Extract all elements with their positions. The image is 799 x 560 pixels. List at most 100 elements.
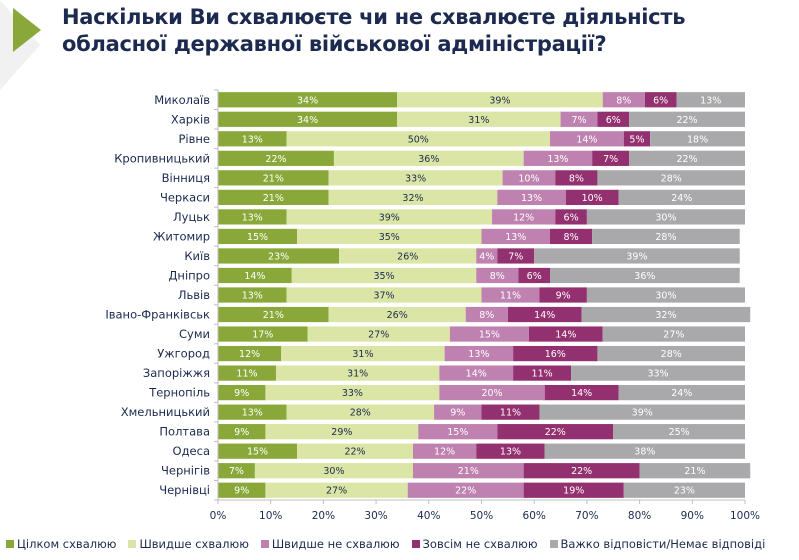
data-label: 13% (242, 212, 263, 223)
bar-segment (544, 443, 745, 459)
data-label: 39% (379, 212, 400, 223)
legend-label: Швидше схвалюю (139, 537, 249, 551)
data-label: 7% (508, 251, 523, 262)
bar-segment (586, 209, 745, 225)
bar-segment (497, 248, 535, 264)
data-label: 13% (242, 291, 263, 302)
data-label: 22% (571, 466, 592, 477)
bar-segment (412, 443, 477, 459)
bar-segment (328, 306, 466, 323)
bar-segment (571, 365, 745, 381)
bar-segment (497, 424, 614, 440)
legend-swatch-icon (549, 540, 558, 548)
category-label: Ужгород (157, 347, 210, 361)
bar-segment (297, 228, 482, 245)
bar-segment (550, 267, 740, 284)
chart-title: Наскільки Ви схвалюєте чи не схвалюєте д… (62, 4, 782, 58)
data-label: 14% (576, 134, 597, 145)
bar-segment (592, 150, 630, 166)
bar-segment (650, 131, 745, 147)
bar-segment (407, 482, 524, 498)
bar-segment (218, 150, 334, 166)
bar-segment (218, 131, 287, 147)
data-label: 24% (671, 193, 692, 204)
bar-segment (218, 209, 287, 225)
category-label: Запоріжжя (143, 366, 210, 380)
data-label: 22% (545, 427, 566, 438)
bar-segment (476, 443, 545, 459)
legend-swatch-icon (411, 540, 420, 548)
data-label: 8% (490, 271, 505, 282)
data-label: 50% (408, 134, 429, 145)
bar-segment (592, 228, 740, 245)
bar-segment (434, 404, 482, 420)
category-label: Суми (179, 327, 210, 341)
bar-segment (218, 248, 340, 264)
data-label: 18% (687, 134, 708, 145)
category-label: Луцьк (173, 210, 210, 224)
legend-item: Швидше не схвалюю (260, 537, 400, 551)
x-tick-label: 20% (312, 510, 335, 522)
bar-segment (254, 463, 413, 479)
bar-segment (333, 150, 524, 166)
data-label: 10% (582, 193, 603, 204)
data-label: 9% (234, 427, 249, 438)
category-label: Харків (171, 112, 210, 126)
data-label: 14% (466, 369, 487, 380)
bar-segment (218, 463, 255, 479)
data-label: 15% (479, 330, 500, 341)
data-label: 30% (655, 212, 676, 223)
legend-swatch-icon (128, 540, 137, 548)
bar-segment (286, 404, 435, 420)
x-tick-label: 50% (470, 510, 493, 522)
data-label: 6% (527, 271, 542, 282)
bar-segment (218, 306, 329, 323)
bar-segment (502, 170, 556, 186)
data-label: 13% (547, 154, 568, 165)
category-label: Чернігів (161, 464, 210, 478)
x-tick-label: 100% (730, 510, 760, 522)
data-label: 27% (368, 330, 389, 341)
bar-segment (618, 385, 745, 401)
x-tick-label: 30% (364, 510, 387, 522)
bar-segment (218, 443, 298, 459)
bar-segment (286, 287, 482, 303)
category-label: Дніпро (168, 268, 210, 282)
bar-segment (439, 385, 545, 401)
x-tick-label: 60% (523, 510, 546, 522)
data-label: 39% (632, 408, 653, 419)
data-label: 7% (229, 466, 244, 477)
bar-segment (481, 287, 540, 303)
bar-segment (265, 482, 408, 498)
title-line-2: обласної державної військової адміністра… (62, 32, 607, 56)
bar-segment (644, 92, 677, 108)
legend-label: Цілком схвалюю (17, 537, 117, 551)
x-tick-label: 90% (681, 510, 704, 522)
data-label: 31% (468, 115, 489, 126)
category-label: Миколаїв (154, 93, 210, 107)
chart-legend: Цілком схвалюю Швидше схвалюю Швидше не сх… (6, 537, 765, 551)
data-label: 39% (489, 95, 510, 106)
legend-label: Швидше не схвалюю (271, 537, 400, 551)
bar-segment (286, 209, 493, 225)
bar-segment (597, 170, 745, 186)
bar-segment (465, 306, 508, 323)
data-label: 13% (500, 447, 521, 458)
bar-segment (265, 424, 419, 440)
bar-segment (565, 189, 619, 205)
bar-segment (523, 150, 593, 166)
bar-segment (476, 248, 498, 264)
bar-segment (550, 131, 624, 147)
data-label: 5% (629, 134, 644, 145)
data-label: 33% (647, 369, 668, 380)
bar-segment (597, 345, 745, 362)
data-label: 17% (252, 330, 273, 341)
data-label: 26% (387, 310, 408, 321)
data-label: 11% (500, 408, 521, 419)
data-label: 9% (234, 388, 249, 399)
data-label: 4% (479, 251, 494, 262)
category-label: Івано-Франківськ (105, 308, 210, 322)
data-label: 14% (244, 271, 265, 282)
bar-segment (586, 287, 745, 303)
data-label: 11% (500, 291, 521, 302)
